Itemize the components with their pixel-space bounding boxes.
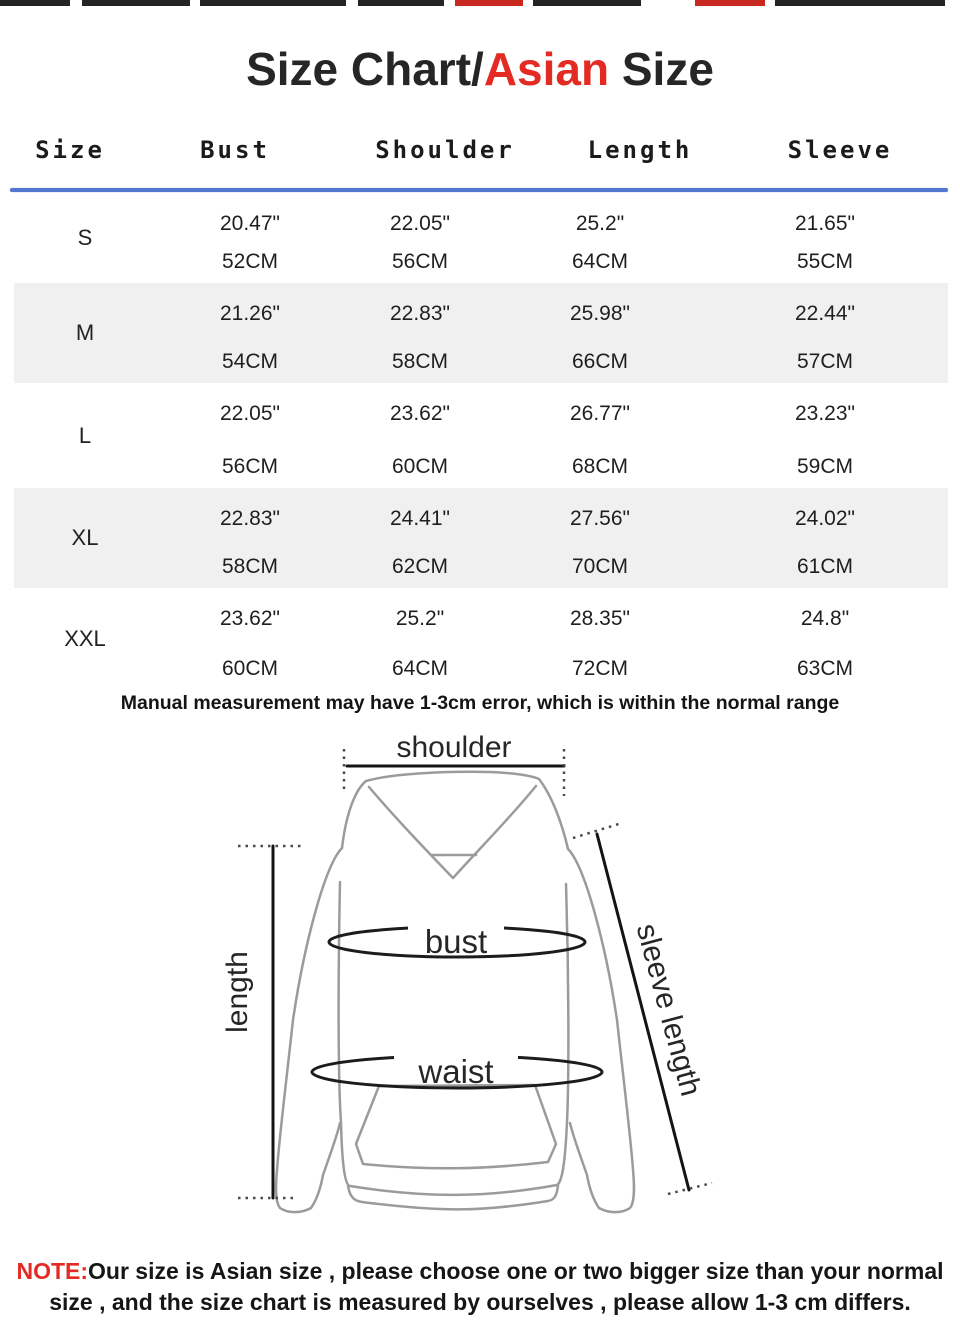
shoulder-cm: 56CM [391, 250, 449, 273]
title-part2: Size [609, 43, 714, 95]
sleeve-inch: 24.8" [800, 607, 850, 630]
bust-cm: 56CM [221, 455, 279, 478]
length-cm: 64CM [571, 250, 629, 273]
shoulder-cm: 62CM [391, 555, 449, 578]
table-row-xxl: XXL 23.62" 60CM 25.2" 64CM 28.35" 72CM 24.8… [0, 588, 960, 690]
bottom-note-line1: NOTE:Our size is Asian size , please cho… [16, 1258, 944, 1284]
bust-cm: 58CM [221, 555, 279, 578]
length-cm: 72CM [571, 657, 629, 680]
shoulder-inch: 22.05" [389, 212, 450, 235]
bust-inch: 22.05" [219, 402, 280, 425]
note-label: NOTE: [16, 1258, 89, 1284]
title-accent: Asian [483, 43, 610, 95]
shoulder-cm: 60CM [391, 455, 449, 478]
table-header-row: Size Bust Shoulder Length Sleeve [0, 130, 960, 170]
page-title: Size Chart/Asian Size [0, 42, 960, 96]
waist-label-mask [394, 1040, 518, 1076]
table-row-m: M 21.26" 54CM 22.83" 58CM 25.98" 66CM 22.44… [0, 283, 960, 383]
measurement-error-note: Manual measurement may have 1-3cm error,… [120, 692, 840, 714]
size-chart-table: S 20.47" 52CM 22.05" 56CM 25.2" 64CM 21.65"… [0, 193, 960, 690]
size-label: XXL [64, 626, 106, 651]
row-shading [14, 283, 948, 383]
size-label: S [77, 225, 93, 250]
measurement-ticks [238, 749, 713, 1200]
bottom-note: NOTE:Our size is Asian size , please cho… [0, 1256, 960, 1318]
length-label: length [221, 951, 254, 1033]
length-cm: 66CM [571, 350, 629, 373]
hoodie-outline [274, 770, 636, 1214]
shoulder-inch: 24.41" [389, 507, 450, 530]
length-inch: 28.35" [569, 607, 630, 630]
shoulder-label: shoulder [396, 731, 511, 764]
measurement-lines [271, 764, 691, 1200]
length-cm: 70CM [571, 555, 629, 578]
shoulder-inch: 23.62" [389, 402, 450, 425]
bust-cm: 52CM [221, 250, 279, 273]
size-label: M [75, 320, 95, 345]
bust-label-mask [408, 912, 504, 948]
size-label: L [78, 422, 92, 448]
hoodie-measurement-diagram: shoulder bust waist length sleeve length [221, 731, 713, 1214]
waist-label: waist [417, 1053, 493, 1090]
bottom-note-line2: size , and the size chart is measured by… [49, 1289, 911, 1315]
sleeve-inch: 22.44" [794, 302, 855, 325]
sleeve-inch: 23.23" [794, 402, 855, 425]
bust-inch: 21.26" [219, 302, 280, 325]
sleeve-inch: 24.02" [794, 507, 855, 530]
col-header-length: Length [587, 136, 693, 164]
shoulder-inch: 25.2" [395, 607, 445, 630]
col-header-bust: Bust [200, 136, 270, 164]
length-cm: 68CM [571, 455, 629, 478]
sleeve-inch: 21.65" [794, 212, 855, 235]
cropped-text-strip [0, 0, 960, 6]
table-row-s: S 20.47" 52CM 22.05" 56CM 25.2" 64CM 21.65"… [0, 193, 960, 283]
bust-inch: 20.47" [219, 212, 280, 235]
bust-cm: 54CM [221, 350, 279, 373]
header-divider-line [10, 188, 948, 192]
size-label: XL [71, 525, 99, 550]
title-part1: Size Chart/ [246, 43, 484, 95]
bust-inch: 22.83" [219, 507, 280, 530]
length-inch: 25.98" [569, 302, 630, 325]
sleeve-cm: 63CM [796, 657, 854, 680]
shoulder-inch: 22.83" [389, 302, 450, 325]
col-header-shoulder: Shoulder [375, 136, 515, 164]
table-row-xl: XL 22.83" 58CM 24.41" 62CM 27.56" 70CM 24.0… [0, 488, 960, 588]
sleeve-cm: 61CM [796, 555, 854, 578]
length-inch: 27.56" [569, 507, 630, 530]
bust-cm: 60CM [221, 657, 279, 680]
sleeve-cm: 59CM [796, 455, 854, 478]
shoulder-cm: 58CM [391, 350, 449, 373]
sleeve-cm: 57CM [796, 350, 854, 373]
length-inch: 26.77" [569, 402, 630, 425]
col-header-sleeve: Sleeve [787, 136, 893, 164]
bust-inch: 23.62" [219, 607, 280, 630]
sleeve-cm: 55CM [796, 250, 854, 273]
row-shading [14, 488, 948, 588]
bust-label: bust [425, 923, 487, 960]
length-inch: 25.2" [575, 212, 625, 235]
col-header-size: Size [35, 136, 105, 164]
shoulder-cm: 64CM [391, 657, 449, 680]
table-row-l: L 22.05" 56CM 23.62" 60CM 26.77" 68CM 23.23… [0, 383, 960, 488]
